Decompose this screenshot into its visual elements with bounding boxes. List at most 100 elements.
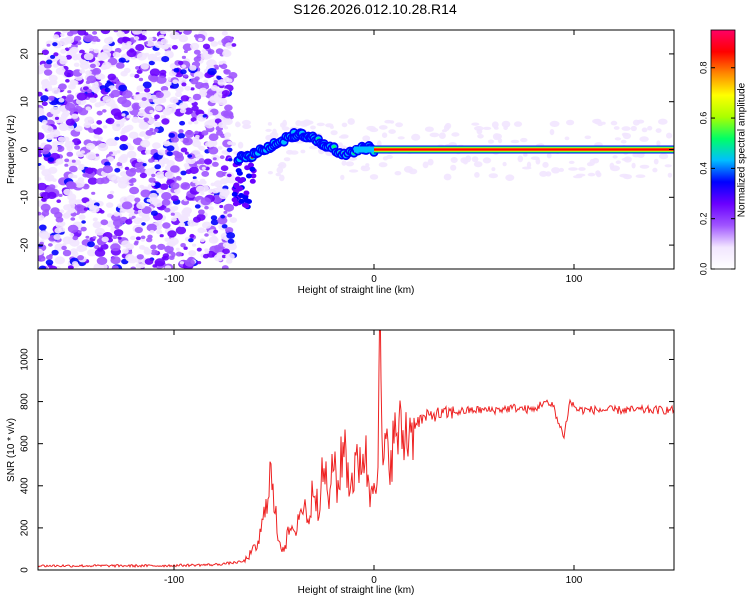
spectrogram-cell — [192, 140, 202, 148]
spectrogram-cell — [635, 174, 646, 178]
spectrogram-cell — [50, 106, 61, 115]
spectrogram-cell — [136, 158, 142, 163]
spectrogram-cell — [144, 87, 151, 93]
spectrogram-cell — [175, 91, 182, 98]
spectrogram-cell — [341, 122, 348, 128]
spectrogram-cell — [613, 126, 620, 130]
spectrogram-cell — [62, 236, 73, 245]
spectrogram-cell — [441, 129, 448, 133]
spectrogram-cell — [209, 188, 214, 193]
spectrogram-cell — [526, 161, 532, 169]
spectrogram-cell — [140, 189, 151, 198]
spectrogram-cell — [210, 215, 218, 221]
spectrogram-cell — [122, 175, 129, 180]
spectrogram-cell — [172, 142, 178, 147]
spectrogram-cell — [116, 31, 125, 38]
spectrogram-cell — [76, 92, 88, 101]
spectrogram-cell — [67, 90, 72, 94]
spectrogram-cell — [578, 167, 586, 171]
spectrogram-cell — [62, 213, 71, 219]
spectrogram-cell — [181, 55, 186, 60]
spectrogram-cell — [79, 61, 90, 70]
spectrogram-cell — [110, 243, 121, 252]
spectrogram-cell — [135, 44, 145, 51]
spectrogram-cell — [275, 172, 281, 177]
spectrogram-cell — [91, 41, 96, 45]
spectrogram-cell — [202, 253, 209, 259]
spectrogram-cell — [199, 238, 205, 243]
spectrogram-cell — [223, 110, 234, 119]
spectrogram-cell — [71, 159, 76, 163]
spectrogram-cell — [207, 36, 215, 42]
spectrogram-cell — [108, 151, 113, 155]
spectrogram-cell — [220, 178, 229, 185]
spectrogram-cell — [140, 235, 146, 240]
spectrogram-cell — [445, 122, 452, 130]
spectrogram-cell — [209, 95, 220, 104]
spectrogram-cell — [93, 48, 100, 54]
spectrogram-cells — [38, 30, 674, 269]
spectrogram-cell — [96, 110, 103, 116]
spectrogram-cell — [134, 226, 143, 234]
y-tick-label: -20 — [20, 237, 31, 252]
spectrogram-cell — [190, 42, 200, 50]
spectrogram-cell — [362, 135, 371, 142]
spectrogram-cell — [300, 122, 309, 127]
y-tick-label: 1000 — [20, 348, 31, 371]
colorbar-tick-label: 0.4 — [698, 162, 708, 175]
spectrogram-cell — [56, 199, 61, 203]
spectrogram-cell — [249, 166, 256, 172]
spectrogram-cell — [549, 129, 555, 136]
spectrogram-cell — [201, 166, 206, 170]
spectrogram-cell — [250, 173, 257, 179]
spectrogram-cell — [183, 50, 188, 54]
spectrogram-cell — [169, 96, 179, 104]
spectrogram-cell — [52, 34, 60, 40]
spectrogram-cell — [207, 68, 217, 76]
spectrogram-cell — [57, 136, 65, 142]
spectrogram-cell — [38, 201, 42, 206]
spectrogram-cell — [80, 226, 87, 232]
spectrogram-cell — [38, 211, 42, 216]
spectrogram-cell — [157, 149, 166, 156]
spectrogram-cell — [615, 160, 621, 164]
spectrogram-cell — [181, 184, 188, 189]
spectrogram-cell — [438, 132, 446, 139]
spectrogram-cell — [63, 188, 72, 196]
spectrogram-cell — [491, 121, 499, 129]
spectrogram-cell — [100, 177, 110, 184]
spectrogram-cell — [656, 140, 661, 146]
spectrogram-cell — [118, 57, 126, 64]
spectrogram-cell — [137, 209, 142, 214]
spectrogram-cell — [429, 132, 440, 138]
spectrogram-cell — [221, 224, 228, 229]
spectrogram-cell — [135, 236, 141, 241]
spectrogram-cell — [338, 135, 349, 139]
spectrogram-cell — [178, 60, 184, 65]
spectrogram-cell — [204, 158, 212, 165]
spectrogram-cell — [619, 173, 629, 178]
spectrogram-cell — [178, 222, 186, 228]
y-tick-label: 800 — [20, 393, 31, 410]
spectrogram-cell — [653, 158, 659, 165]
spectrogram-cell — [477, 134, 484, 139]
spectrogram-cell — [139, 245, 146, 250]
spectrogram-cell — [44, 209, 50, 213]
spectrogram-cell — [74, 179, 85, 188]
spectrogram-cell — [126, 41, 132, 46]
spectrogram-cell — [170, 195, 179, 202]
spectrogram-cell — [201, 130, 209, 136]
spectrogram-cell — [369, 174, 379, 180]
spectrogram-cell — [87, 116, 93, 121]
spectrogram-cell — [86, 88, 92, 94]
colorbar-tick-label: 0.2 — [698, 212, 708, 225]
spectrogram-cell — [397, 136, 405, 140]
spectrogram-cell — [164, 171, 175, 179]
spectrogram-cell — [64, 140, 75, 149]
spectrogram-cell — [143, 248, 152, 255]
spectrogram-cell — [283, 157, 291, 162]
snr-series — [38, 330, 674, 569]
spectrogram-cell — [77, 255, 84, 261]
spectrogram-cell — [226, 147, 233, 153]
spectrogram-cell — [172, 79, 179, 84]
